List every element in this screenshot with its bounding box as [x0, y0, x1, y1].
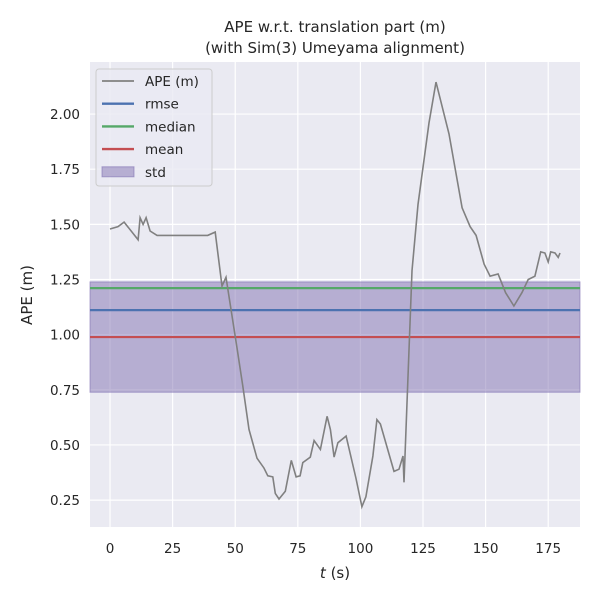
x-tick-label: 125 [410, 541, 436, 557]
y-tick-label: 1.50 [50, 217, 80, 233]
x-tick-label: 150 [473, 541, 499, 557]
x-tick-label: 25 [164, 541, 181, 557]
series-layer [109, 81, 561, 510]
y-tick-label: 0.75 [50, 383, 80, 399]
y-tick-label: 2.00 [50, 107, 80, 123]
legend-label-rmse: rmse [145, 97, 179, 113]
y-tick-label: 1.00 [50, 328, 80, 344]
y-axis-label: APE (m) [18, 265, 36, 325]
legend-label-std: std [145, 165, 166, 181]
legend-label-median: median [145, 119, 196, 135]
legend-box [95, 68, 213, 187]
y-tick-label: 0.50 [50, 438, 80, 454]
x-axis-label-unit: (s) [326, 564, 350, 582]
y-tick-label: 0.25 [50, 493, 80, 509]
x-ticks: 0 25 50 75 100 125 150 175 [106, 541, 561, 557]
y-tick-label: 1.25 [50, 273, 80, 289]
legend-label-ape: APE (m) [145, 74, 199, 90]
legend: APE (m) rmse median mean std [95, 68, 213, 187]
x-tick-label: 50 [227, 541, 244, 557]
chart-title: APE w.r.t. translation part (m) [224, 18, 445, 36]
x-axis-label-var: t [320, 564, 327, 582]
x-tick-label: 175 [535, 541, 561, 557]
y-tick-label: 1.75 [50, 162, 80, 178]
x-tick-label: 100 [348, 541, 374, 557]
legend-label-mean: mean [145, 142, 183, 158]
y-ticks: 0.25 0.50 0.75 1.00 1.25 1.50 1.75 2.00 [50, 107, 80, 509]
x-tick-label: 0 [106, 541, 115, 557]
legend-swatch-std [101, 166, 135, 178]
x-tick-label: 75 [289, 541, 306, 557]
x-axis-label: t (s) [320, 564, 350, 582]
stat-lines [90, 287, 580, 339]
chart-subtitle: (with Sim(3) Umeyama alignment) [205, 39, 465, 57]
ape-line [109, 81, 561, 510]
